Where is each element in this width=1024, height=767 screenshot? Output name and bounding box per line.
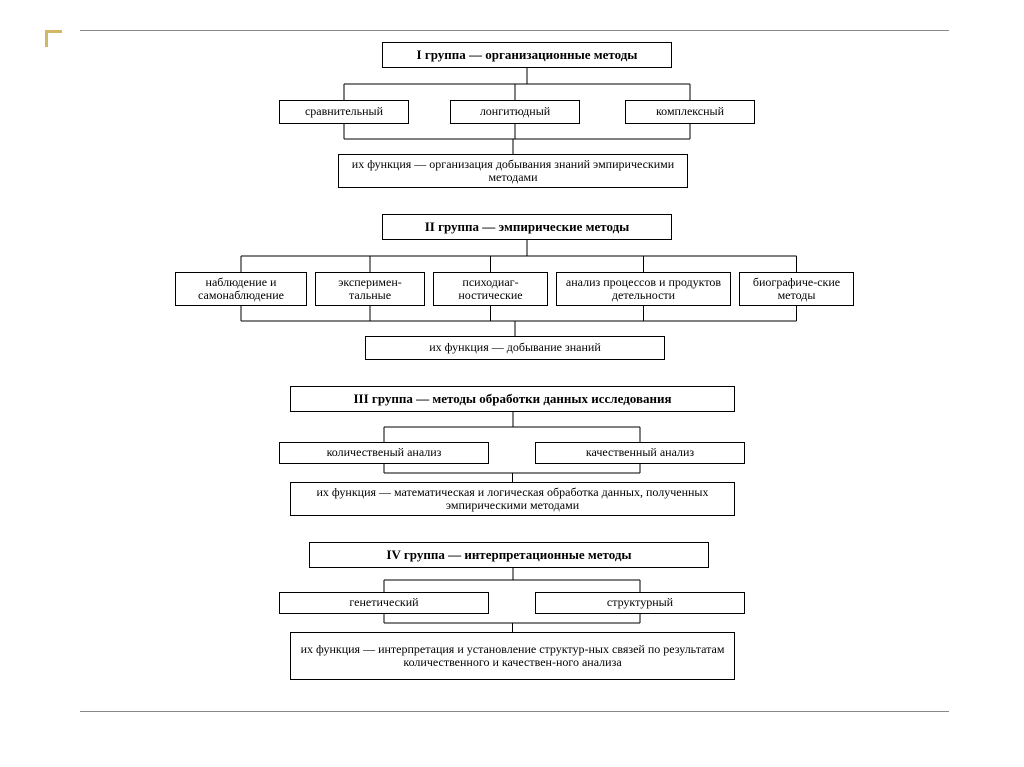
group-2-item-2: эксперимен-тальные (315, 272, 425, 306)
group-2-function: их функция — добывание знаний (365, 336, 665, 360)
group-4-function: их функция — интерпретация и установлени… (290, 632, 735, 680)
group-4-item-2: структурный (535, 592, 745, 614)
top-rule (80, 30, 949, 31)
group-2-item-1: наблюдение и самонаблюдение (175, 272, 307, 306)
corner-decoration (45, 30, 62, 47)
group-3-item-2: качественный анализ (535, 442, 745, 464)
group-2-item-5: биографиче-ские методы (739, 272, 854, 306)
group-1-function: их функция — организация добывания знани… (338, 154, 688, 188)
group-4-item-1: генетический (279, 592, 489, 614)
bottom-rule (80, 711, 949, 712)
group-3-function: их функция — математическая и логическая… (290, 482, 735, 516)
group-1-item-2: лонгитюдный (450, 100, 580, 124)
group-2-item-4: анализ процессов и продуктов детельности (556, 272, 731, 306)
group-title-3: III группа — методы обработки данных исс… (290, 386, 735, 412)
group-1-item-1: сравнительный (279, 100, 409, 124)
group-title-2: II группа — эмпирические методы (382, 214, 672, 240)
group-2-item-3: психодиаг-ностические (433, 272, 548, 306)
group-title-4: IV группа — интерпретационные методы (309, 542, 709, 568)
group-3-item-1: количественый анализ (279, 442, 489, 464)
group-1-item-3: комплексный (625, 100, 755, 124)
group-title-1: I группа — организационные методы (382, 42, 672, 68)
